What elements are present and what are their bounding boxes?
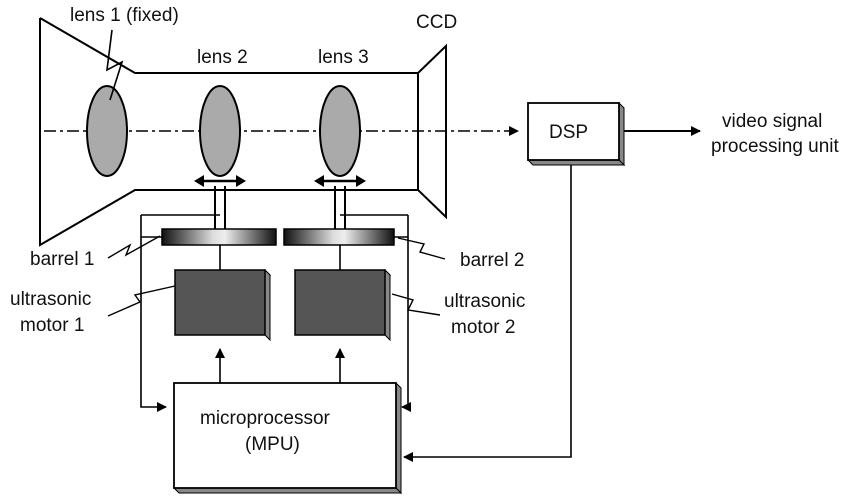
motor-1-label-line1: ultrasonic <box>10 289 91 310</box>
video-signal-label: video signal <box>722 111 822 132</box>
lens-2 <box>199 85 241 177</box>
ccd-label: CCD <box>416 12 457 33</box>
lens-3 <box>319 85 361 177</box>
lens-1-leader <box>106 29 124 101</box>
lens-1-label: lens 1 (fixed) <box>70 5 179 26</box>
mpu-label-line1: microprocessor <box>200 408 331 429</box>
lens-1 <box>86 85 128 177</box>
barrel-2-label: barrel 2 <box>460 250 524 271</box>
shaft-lens-3 <box>334 186 346 229</box>
barrel-2-feedback <box>394 215 408 407</box>
motor-1-label-line2: motor 1 <box>20 315 84 336</box>
barrel-2 <box>283 228 395 246</box>
dsp-box <box>526 101 626 167</box>
lens-2-label: lens 2 <box>197 47 248 68</box>
ccd-sensor <box>417 43 447 220</box>
barrel-1-leader <box>107 235 161 259</box>
lens-3-label: lens 3 <box>318 47 369 68</box>
barrel-2-leader <box>397 237 446 260</box>
microprocessor-box <box>172 381 403 495</box>
ultrasonic-motor-2 <box>293 268 392 342</box>
motor-1-leader <box>107 285 176 317</box>
barrel-1-label: barrel 1 <box>30 249 94 270</box>
mpu-label-line2: (MPU) <box>245 434 300 455</box>
shaft-lens-2 <box>214 186 226 229</box>
motor-2-label-line2: motor 2 <box>451 317 515 338</box>
dsp-label: DSP <box>549 122 588 143</box>
ultrasonic-motor-1 <box>173 268 272 342</box>
motor-2-leader <box>391 293 441 316</box>
lens-3-move-arrow <box>314 175 366 187</box>
lens-tube <box>39 17 418 247</box>
motor-2-label-line1: ultrasonic <box>444 291 525 312</box>
lens-2-move-arrow <box>194 175 246 187</box>
dsp-to-mpu <box>403 165 572 462</box>
barrel-1 <box>161 228 277 246</box>
barrel-1-feedback <box>140 215 166 407</box>
processing-unit-label: processing unit <box>711 136 840 157</box>
